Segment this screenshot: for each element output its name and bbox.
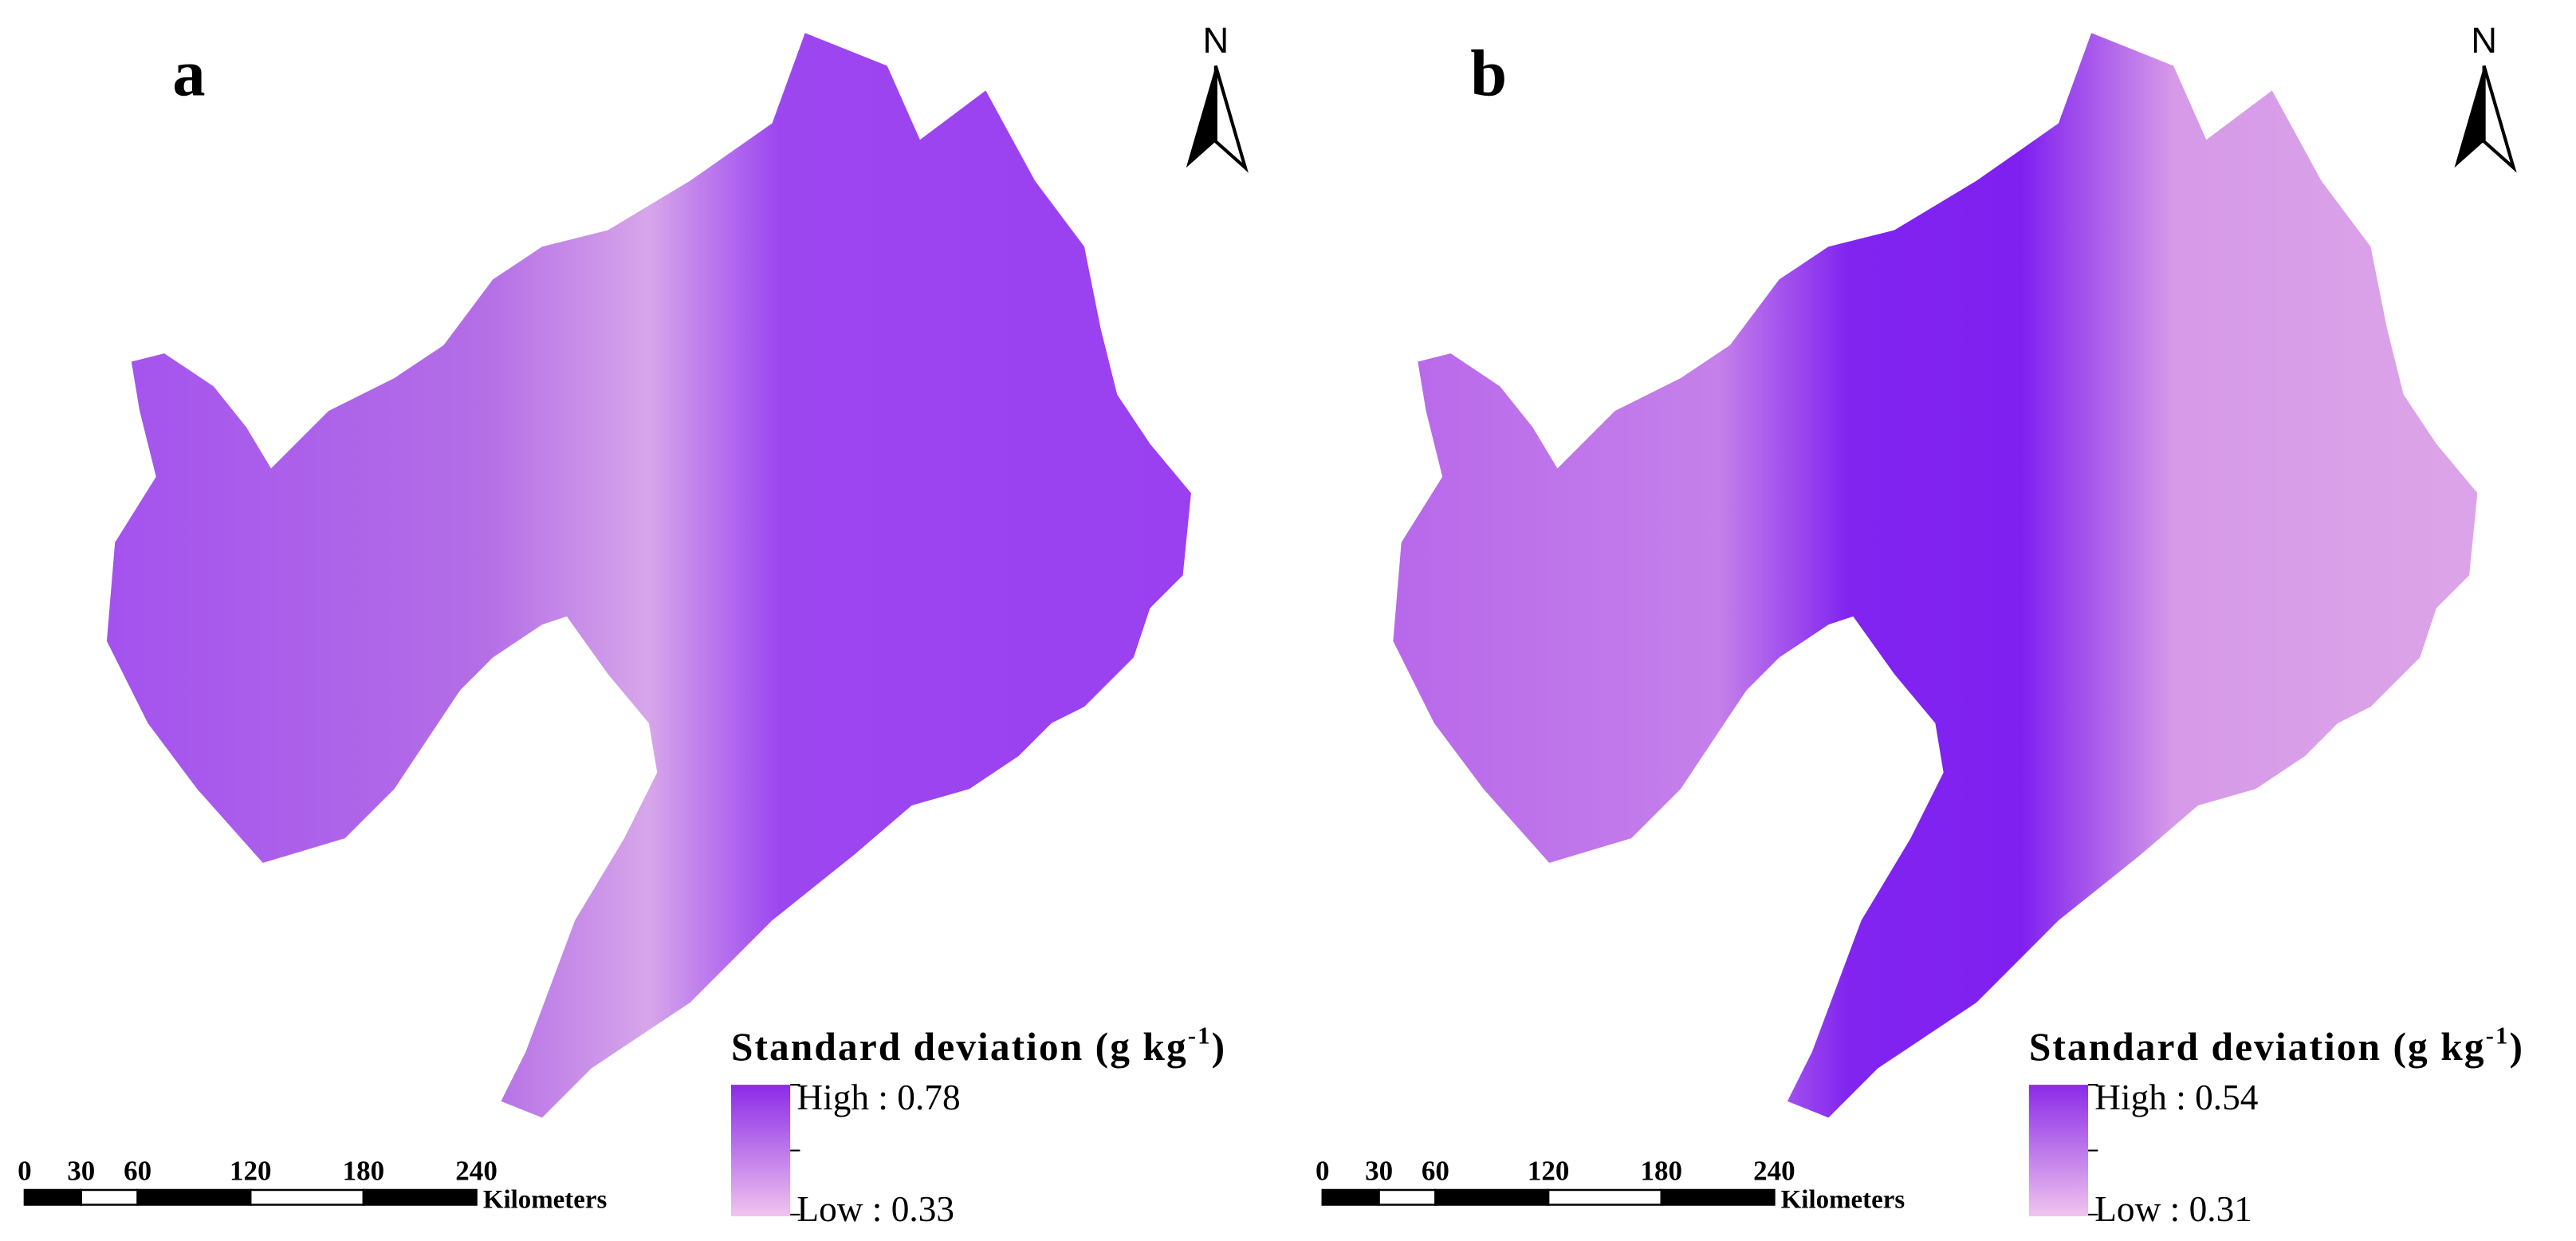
scale-tick-label: 0: [18, 1156, 32, 1187]
scale-tick-label: 30: [67, 1156, 95, 1187]
province-map: [1393, 33, 2478, 1118]
scale-tick-label: 120: [1528, 1156, 1570, 1187]
scale-segment: [1321, 1188, 1380, 1206]
north-arrow-right: [2482, 65, 2517, 173]
legend-low: Low : 0.33: [796, 1189, 954, 1229]
scale-segment: [136, 1188, 252, 1206]
panel-label: b: [1470, 37, 1507, 110]
legend-ramp: [2028, 1085, 2089, 1216]
scale-tick-label: 120: [230, 1156, 272, 1187]
scale-tick-label: 0: [1316, 1156, 1330, 1187]
scale-segment: [250, 1188, 365, 1206]
legend-title-sup: -1: [2486, 1022, 2510, 1050]
scale-tick-label: 180: [343, 1156, 385, 1187]
legend-title: Standard deviation (g kg-1): [2029, 1022, 2524, 1070]
map-panel: b N Standard deviation (g kg-1) High : 0.54…: [1316, 20, 2524, 1229]
legend-high: High : 0.54: [2094, 1078, 2258, 1117]
scale-tick-label: 240: [455, 1156, 498, 1187]
legend-ramp: [730, 1085, 791, 1216]
north-label: N: [2471, 20, 2497, 61]
scale-tick-label: 60: [1422, 1156, 1449, 1187]
legend-title-sup: -1: [1188, 1022, 1212, 1050]
map-panel: a N Standard deviation (g kg-1) High : 0.78…: [18, 20, 1249, 1229]
legend-title-text: Standard deviation (g kg: [2029, 1025, 2486, 1069]
north-label: N: [1202, 20, 1229, 61]
legend-low: Low : 0.31: [2094, 1189, 2252, 1229]
legend-title: Standard deviation (g kg-1): [731, 1022, 1226, 1070]
scale-tick-label: 240: [1753, 1156, 1795, 1187]
province-map: [106, 33, 1191, 1118]
scale-tick-label: 180: [1641, 1156, 1683, 1187]
scale-segment: [23, 1188, 82, 1206]
legend-title-end: ): [1212, 1025, 1227, 1069]
legend-high: High : 0.78: [796, 1078, 960, 1117]
scale-segment: [1378, 1188, 1437, 1206]
legend-title-end: ): [2509, 1025, 2524, 1069]
panel-label: a: [172, 37, 205, 110]
scale-segment: [1547, 1188, 1663, 1206]
scale-segment: [1434, 1188, 1550, 1206]
legend-title-text: Standard deviation (g kg: [731, 1025, 1188, 1069]
scale-segment: [362, 1188, 478, 1206]
scale-tick-label: 60: [124, 1156, 151, 1187]
scale-segment: [1660, 1188, 1776, 1206]
scale-unit: Kilometers: [1781, 1186, 1905, 1215]
scale-unit: Kilometers: [483, 1186, 608, 1215]
scale-segment: [80, 1188, 139, 1206]
north-arrow-left: [2454, 65, 2484, 168]
north-arrow-right: [1213, 65, 1249, 173]
scale-tick-label: 30: [1365, 1156, 1393, 1187]
north-arrow-left: [1186, 65, 1216, 168]
